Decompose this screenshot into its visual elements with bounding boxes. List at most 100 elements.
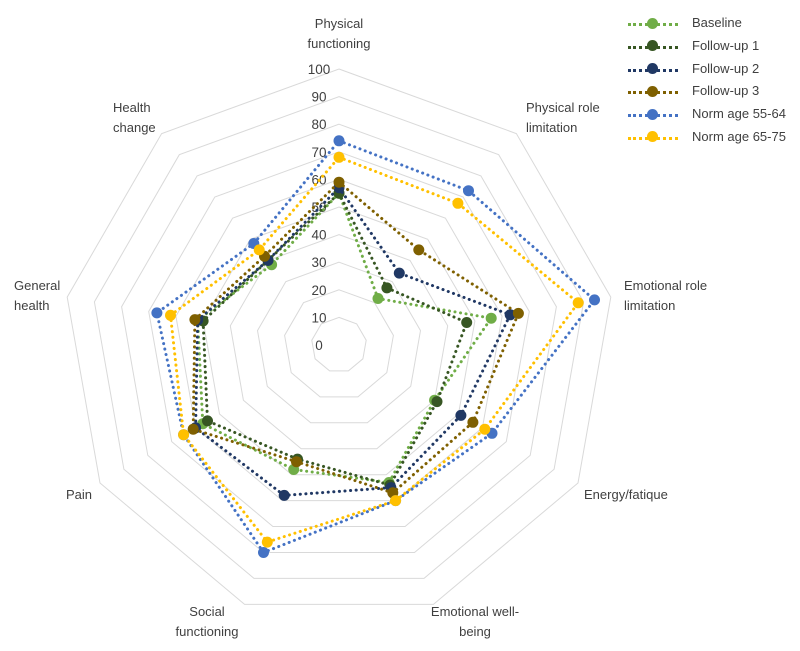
legend-label: Follow-up 3 — [692, 83, 760, 99]
data-point — [390, 495, 402, 507]
data-point — [261, 536, 273, 548]
data-point — [333, 135, 345, 147]
series-norm-age-55-64 — [151, 135, 600, 558]
legend-label: Norm age 65-75 — [692, 128, 786, 144]
axis-label: General health — [14, 278, 60, 313]
legend-item: Follow-up 2 — [628, 58, 798, 81]
data-point — [165, 309, 176, 321]
gridline-ring — [66, 68, 612, 605]
axis-label-line: limitation — [526, 120, 577, 135]
tick-label: 80 — [311, 117, 326, 132]
data-point — [413, 244, 425, 256]
series-line — [194, 185, 513, 497]
legend-label: Norm age 55-64 — [692, 106, 786, 122]
series-follow-up-3 — [187, 176, 524, 499]
axis-label-line: Health — [113, 100, 151, 115]
data-point — [178, 429, 190, 441]
axis-label: Physical role limitation — [526, 100, 600, 135]
axis-label-line: Physical — [315, 16, 364, 31]
data-point — [463, 185, 474, 197]
series-line — [191, 180, 521, 495]
axis-label: Health change — [113, 100, 156, 135]
data-point — [151, 307, 163, 319]
data-point — [333, 151, 345, 163]
data-point — [512, 307, 524, 319]
data-point — [291, 456, 302, 468]
tick-label: 20 — [311, 283, 326, 298]
series-follow-up-1 — [197, 187, 473, 491]
axis-label: Pain — [66, 487, 92, 502]
tick-label: 90 — [311, 90, 326, 105]
tick-label: 40 — [311, 228, 326, 243]
gridline-ring — [93, 96, 585, 579]
legend-label: Follow-up 1 — [692, 37, 760, 53]
legend-marker — [647, 63, 658, 75]
tick-label: 100 — [308, 62, 331, 77]
axis-label-line: Emotional role — [624, 278, 707, 293]
axis-label-line: functioning — [176, 624, 239, 639]
data-point — [258, 547, 269, 558]
legend-marker — [647, 85, 658, 97]
legend-label: Follow-up 2 — [692, 60, 760, 76]
legend-item: Follow-up 1 — [628, 35, 798, 58]
series-line — [168, 155, 581, 544]
legend-marker — [647, 108, 658, 120]
series-line — [201, 190, 469, 487]
axis-label-line: Emotional well- — [431, 604, 519, 619]
axis-labels: Physical functioning Physical role limitati… — [14, 16, 707, 639]
legend-item: Norm age 65-75 — [628, 126, 798, 149]
axis-label-line: change — [113, 120, 156, 135]
gridline-ring — [284, 289, 394, 398]
data-point — [589, 294, 600, 306]
axis-label: Emotional well-being — [431, 604, 519, 639]
axis-label-line: Social — [189, 604, 225, 619]
axis-label-line: General — [14, 278, 60, 293]
tick-label: 50 — [311, 200, 326, 215]
data-point — [393, 267, 405, 279]
data-point — [461, 317, 473, 328]
axis-label-line: Physical role — [526, 100, 600, 115]
gridline-ring — [175, 178, 503, 502]
gridline-ring — [121, 123, 557, 553]
gridline-ring — [256, 261, 422, 424]
data-series — [151, 135, 600, 558]
data-point — [189, 314, 201, 326]
legend-item: Baseline — [628, 12, 798, 35]
tick-label: 10 — [311, 310, 326, 325]
axis-label-line: health — [14, 298, 49, 313]
data-point — [452, 197, 464, 209]
legend-marker — [647, 17, 658, 29]
axis-label-line: limitation — [624, 298, 675, 313]
data-point — [479, 423, 491, 435]
tick-label: 0 — [315, 338, 323, 353]
axis-label: Energy/fatique — [584, 487, 668, 502]
data-point — [278, 489, 290, 501]
gridline-ring — [311, 316, 367, 372]
data-point — [455, 409, 467, 421]
gridline-ring — [202, 206, 476, 476]
axis-label: Physical functioning — [308, 16, 371, 51]
axis-label: Emotional role limitation — [624, 278, 707, 313]
gridline-ring — [148, 151, 530, 527]
legend-item: Norm age 55-64 — [628, 103, 798, 126]
tick-label: 70 — [311, 145, 326, 160]
series-norm-age-65-75 — [165, 151, 584, 548]
gridline-ring — [229, 234, 449, 450]
tick-label: 30 — [311, 255, 326, 270]
data-point — [467, 416, 479, 428]
legend: Baseline Follow-up 1 Follow-up 2 Follow-up … — [628, 12, 798, 149]
data-point — [572, 297, 584, 309]
data-point — [485, 312, 497, 324]
legend-marker — [647, 131, 658, 143]
data-point — [253, 244, 265, 256]
legend-label: Baseline — [692, 15, 742, 30]
data-point — [381, 282, 393, 294]
data-point — [431, 396, 443, 408]
series-line — [155, 139, 597, 555]
axis-label-line: being — [459, 624, 491, 639]
data-point — [333, 176, 345, 188]
axis-label-line: Pain — [66, 487, 92, 502]
legend-marker — [647, 40, 658, 52]
